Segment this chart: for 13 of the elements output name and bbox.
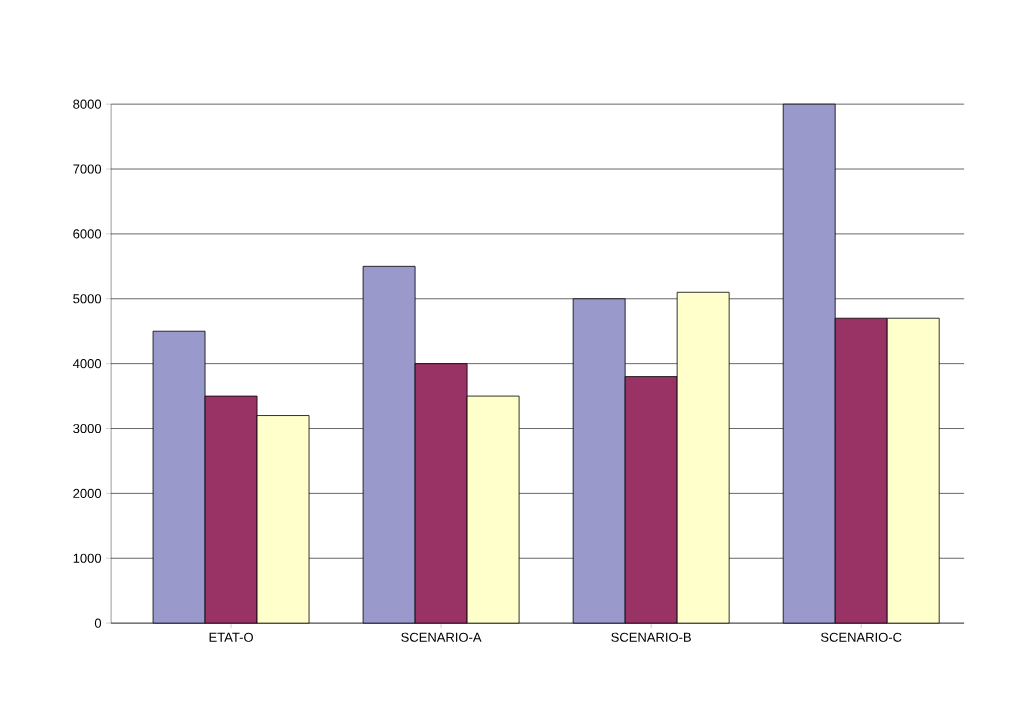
y-tick-label: 8000: [73, 99, 102, 109]
y-tick-label: 4000: [72, 359, 102, 369]
y-tick-label: 5000: [73, 294, 102, 304]
x-tick-label: SCENARIO-A: [401, 632, 482, 642]
x-tick-label: SCENARIO-C: [820, 632, 902, 642]
x-tick-label: ETAT-O: [209, 632, 253, 642]
y-tick-label: 1000: [73, 553, 102, 563]
x-tick-label: SCENARIO-B: [611, 632, 691, 642]
y-tick-label: 3000: [73, 423, 102, 434]
y-tick-label: 7000: [73, 164, 102, 174]
y-tick-label: 6000: [73, 229, 102, 239]
y-tick-label: 0: [94, 618, 102, 628]
y-tick-label: 2000: [73, 488, 102, 498]
